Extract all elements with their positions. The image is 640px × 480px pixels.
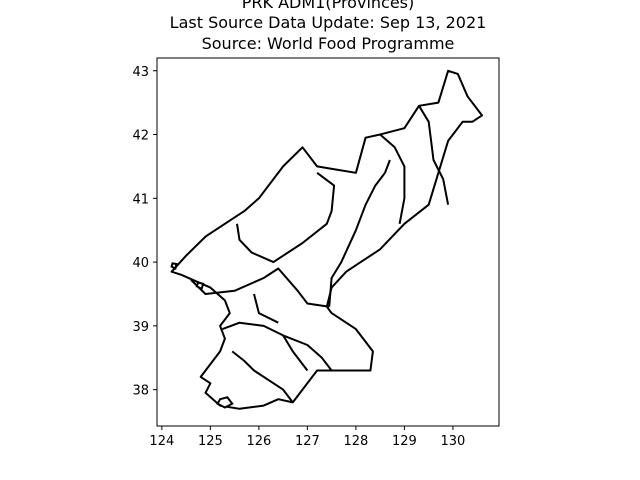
province-boundary-3 — [328, 159, 391, 307]
province-map — [170, 69, 483, 410]
y-tick-label: 38 — [132, 384, 149, 399]
map-title-line-2: Last Source Data Update: Sep 13, 2021 — [170, 13, 487, 32]
map-title-line-1: PRK ADM1(Provinces) — [242, 0, 415, 12]
y-tick-label: 40 — [132, 256, 149, 271]
x-tick-label: 127 — [295, 434, 320, 449]
y-axis: 38 39 40 41 42 43 — [132, 65, 157, 399]
island-2 — [195, 281, 205, 291]
province-boundary-8 — [282, 334, 309, 372]
x-axis: 124 125 126 127 128 129 130 — [149, 426, 465, 449]
province-boundary-4 — [379, 133, 406, 224]
x-tick-label: 126 — [246, 434, 271, 449]
x-tick-label: 129 — [392, 434, 417, 449]
x-tick-label: 128 — [343, 434, 368, 449]
province-boundary-7 — [231, 350, 294, 404]
x-tick-label: 130 — [441, 434, 466, 449]
map-title: PRK ADM1(Provinces) Last Source Data Upd… — [170, 0, 487, 53]
island-1 — [216, 396, 234, 409]
x-tick-label: 124 — [149, 434, 174, 449]
island-3 — [170, 262, 178, 270]
province-boundary-9 — [253, 293, 279, 324]
y-tick-label: 42 — [132, 129, 149, 144]
y-tick-label: 41 — [132, 192, 149, 207]
y-tick-label: 43 — [132, 65, 149, 80]
province-boundary-1 — [236, 172, 336, 264]
province-boundary-5 — [418, 105, 450, 205]
y-tick-label: 39 — [132, 320, 149, 335]
province-boundary-2 — [190, 267, 330, 308]
x-tick-label: 125 — [198, 434, 223, 449]
map-title-line-3: Source: World Food Programme — [202, 34, 455, 53]
